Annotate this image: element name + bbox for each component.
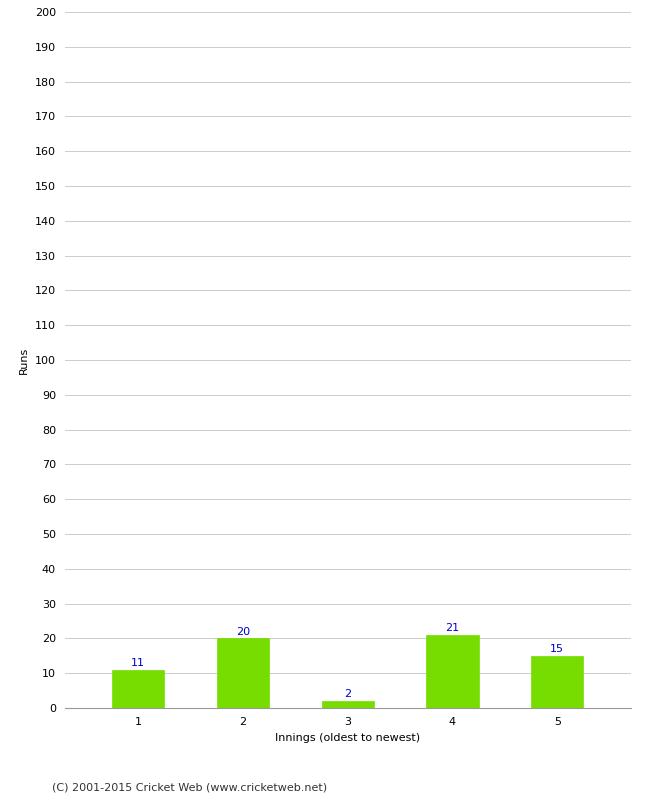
Text: 2: 2 xyxy=(344,690,351,699)
Bar xyxy=(426,635,478,708)
Y-axis label: Runs: Runs xyxy=(20,346,29,374)
Bar xyxy=(112,670,164,708)
Bar xyxy=(217,638,269,708)
Bar xyxy=(322,701,374,708)
Text: 11: 11 xyxy=(131,658,146,668)
Bar xyxy=(531,656,584,708)
Text: (C) 2001-2015 Cricket Web (www.cricketweb.net): (C) 2001-2015 Cricket Web (www.cricketwe… xyxy=(52,782,327,792)
Text: 21: 21 xyxy=(445,623,460,633)
Text: 20: 20 xyxy=(236,626,250,637)
X-axis label: Innings (oldest to newest): Innings (oldest to newest) xyxy=(275,733,421,742)
Text: 15: 15 xyxy=(550,644,564,654)
